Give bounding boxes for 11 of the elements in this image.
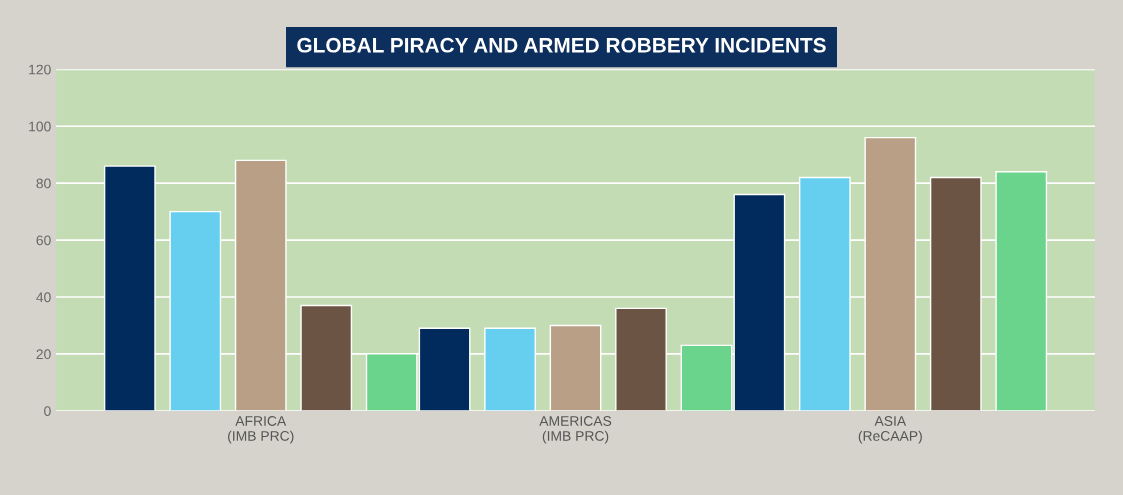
y-tick-label: 20 [36, 349, 51, 360]
y-tick-label: 80 [36, 178, 51, 189]
x-tick-label: AMERICAS (IMB PRC) [539, 416, 612, 444]
y-tick-label: 100 [29, 121, 51, 132]
x-tick-label: ASIA (ReCAAP) [858, 416, 922, 444]
chart-title: GLOBAL PIRACY AND ARMED ROBBERY INCIDENTS [297, 37, 826, 53]
x-tick-label: AFRICA (IMB PRC) [228, 416, 294, 444]
y-tick-label: 40 [36, 292, 51, 303]
y-tick-label: 120 [29, 64, 51, 75]
y-tick-label: 0 [44, 406, 51, 417]
y-tick-label: 60 [36, 235, 51, 246]
